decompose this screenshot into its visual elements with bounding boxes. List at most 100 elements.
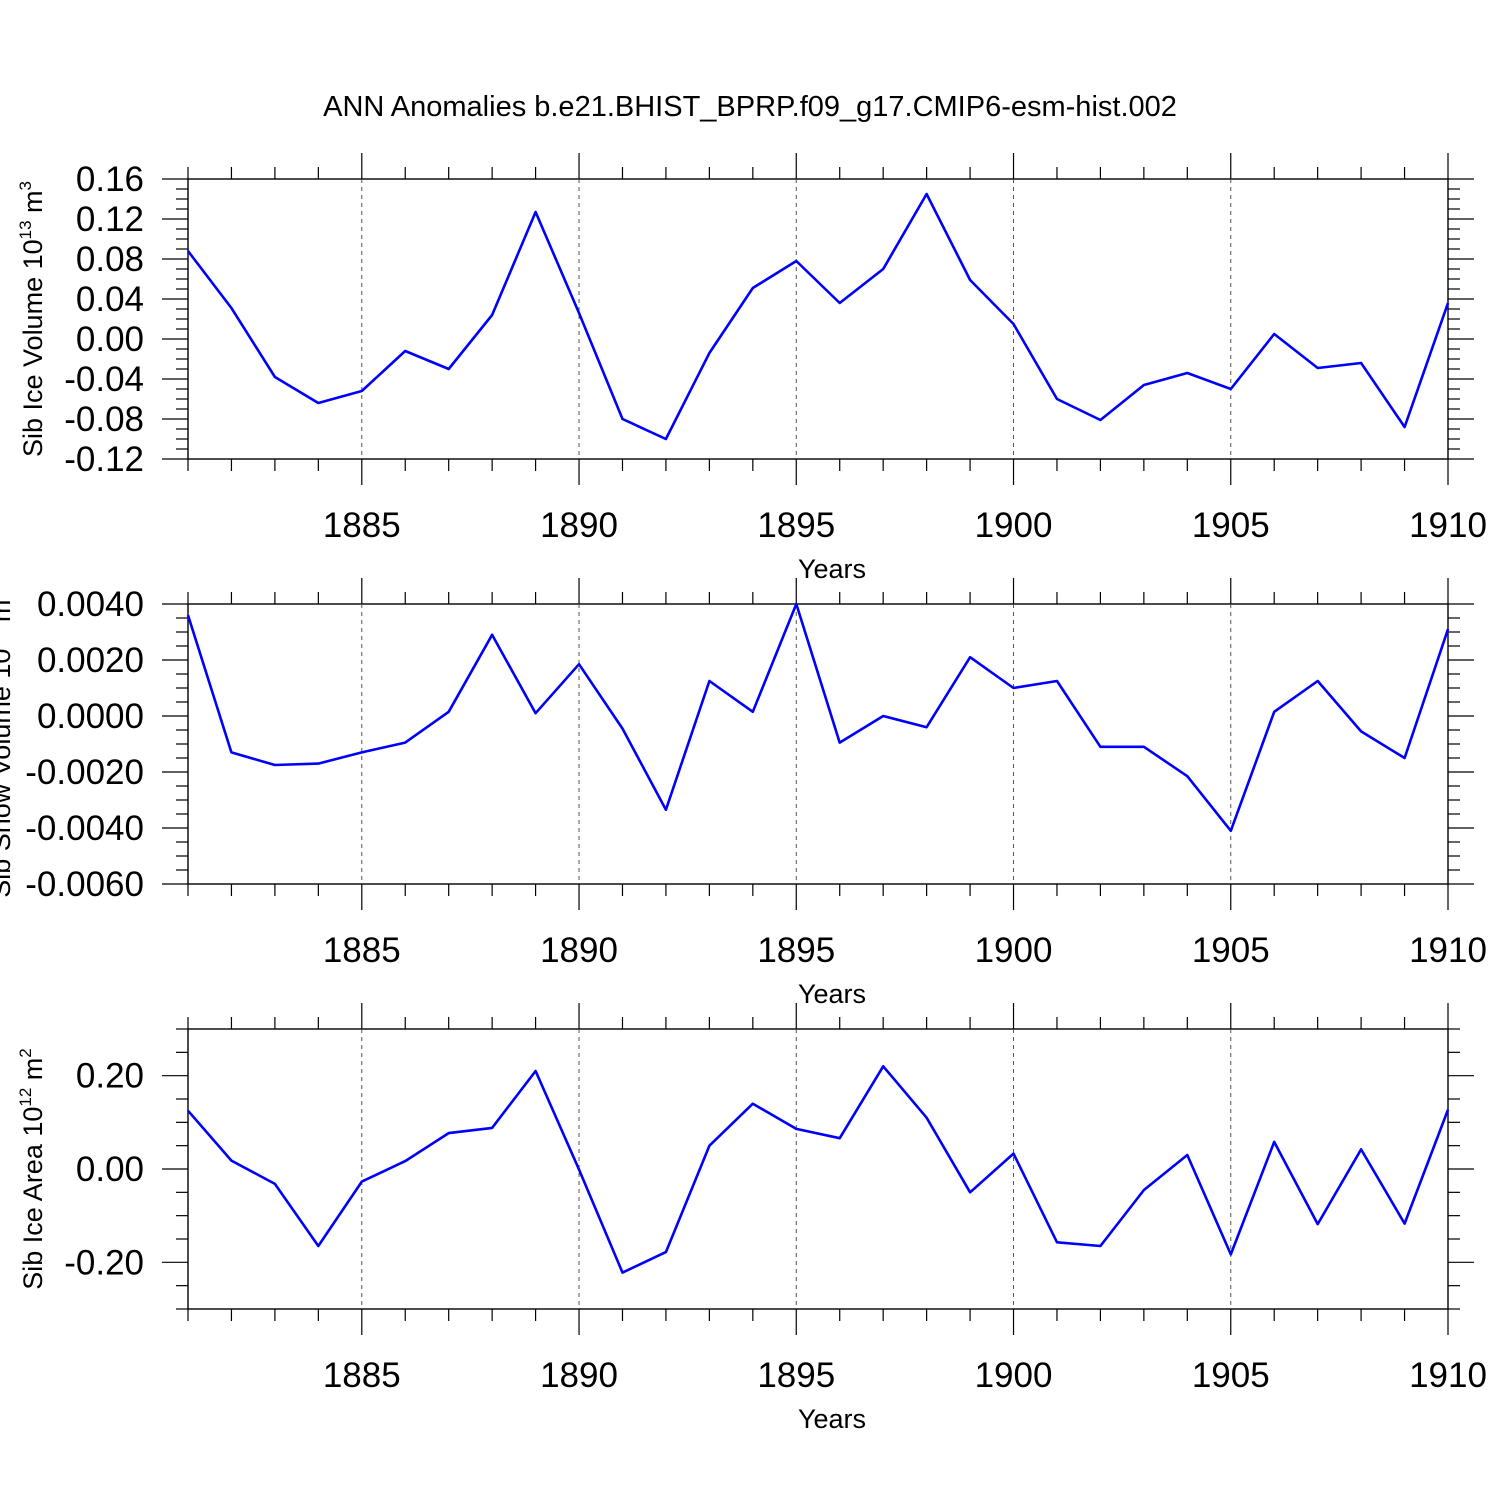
y-tick-label: 0.04 [76, 280, 144, 319]
x-tick-label: 1890 [540, 1356, 618, 1395]
data-point [793, 1126, 799, 1132]
data-point [706, 350, 712, 356]
data-point [1054, 396, 1060, 402]
y-axis-title: Sib Snow Volume 1013 m3 [0, 590, 16, 898]
y-tick-label: -0.0020 [25, 753, 144, 792]
data-point [1097, 417, 1103, 423]
data-point [924, 1115, 930, 1121]
data-point [1358, 728, 1364, 734]
data-point [489, 312, 495, 318]
y-axis-title: Sib Ice Volume 1013 m3 [16, 181, 48, 457]
data-point [1402, 424, 1408, 430]
y-tick-label: 0.20 [76, 1057, 144, 1096]
data-point [924, 724, 930, 730]
data-point [402, 348, 408, 354]
x-tick-label: 1910 [1409, 931, 1487, 970]
data-point [1097, 1243, 1103, 1249]
data-point [1402, 755, 1408, 761]
data-point [272, 762, 278, 768]
data-point [1445, 300, 1451, 306]
data-point [1011, 685, 1017, 691]
data-point [1271, 331, 1277, 337]
x-tick-label: 1895 [757, 1356, 835, 1395]
data-point [1141, 382, 1147, 388]
data-point [185, 612, 191, 618]
data-point [359, 388, 365, 394]
data-point [880, 713, 886, 719]
x-tick-label: 1900 [975, 506, 1053, 545]
data-point [446, 709, 452, 715]
data-point [1141, 1187, 1147, 1193]
data-point [837, 300, 843, 306]
data-point [533, 1068, 539, 1074]
series-line [186, 192, 1450, 441]
series-line [187, 1065, 1450, 1274]
y-tick-label: -0.20 [64, 1243, 144, 1282]
data-point [1315, 365, 1321, 371]
y-tick-label: -0.0060 [25, 865, 144, 904]
data-point [1358, 360, 1364, 366]
y-tick-label: -0.12 [64, 440, 144, 479]
data-point [750, 709, 756, 715]
data-point [967, 654, 973, 660]
data-point [446, 1130, 452, 1136]
data-point [924, 191, 930, 197]
data-point [1097, 744, 1103, 750]
y-tick-label: -0.0040 [25, 809, 144, 848]
data-point [1054, 1239, 1060, 1245]
data-point [1184, 1152, 1190, 1158]
data-point [402, 1158, 408, 1164]
data-point [489, 1125, 495, 1131]
plot-frame [187, 1028, 1449, 1310]
data-point [1184, 773, 1190, 779]
data-point [1228, 828, 1234, 834]
data-point [1054, 678, 1060, 684]
x-tick-label: 1905 [1192, 1356, 1270, 1395]
data-point [272, 1181, 278, 1187]
data-point [880, 1063, 886, 1069]
data-point [1445, 626, 1451, 632]
data-point [619, 416, 625, 422]
data-point [315, 400, 321, 406]
data-point [619, 1270, 625, 1276]
data-point [663, 807, 669, 813]
panel-2: -0.0060 -0.0040 -0.0020 0.0000 0.0020 0.0040 1… [0, 578, 1487, 1009]
data-point [185, 248, 191, 254]
series-line [186, 602, 1450, 833]
y-axis-title: Sib Ice Area 1012 m2 [16, 1048, 48, 1290]
x-tick-label: 1895 [757, 931, 835, 970]
x-axis-title: Years [798, 554, 866, 584]
panel-3: -0.20 0.00 0.20 1885 1890 1895 1900 1905 1910 Yea… [16, 1003, 1487, 1434]
data-point [1184, 370, 1190, 376]
data-point [1358, 1146, 1364, 1152]
data-point [576, 310, 582, 316]
data-point [1228, 1251, 1234, 1257]
x-tick-label: 1910 [1409, 1356, 1487, 1395]
data-point [359, 1179, 365, 1185]
data-point [1271, 1139, 1277, 1145]
data-point [576, 661, 582, 667]
plot-frame [187, 603, 1449, 885]
data-point [1011, 1151, 1017, 1157]
x-tick-label: 1905 [1192, 506, 1270, 545]
x-tick-label: 1890 [540, 506, 618, 545]
y-tick-label: 0.0000 [37, 697, 144, 736]
data-point [837, 740, 843, 746]
data-point [880, 266, 886, 272]
x-tick-label: 1905 [1192, 931, 1270, 970]
data-point [576, 1166, 582, 1172]
y-tick-label: -0.04 [64, 360, 144, 399]
data-point [663, 436, 669, 442]
x-tick-label: 1910 [1409, 506, 1487, 545]
data-point [315, 1243, 321, 1249]
data-point [315, 761, 321, 767]
data-point [793, 258, 799, 264]
y-tick-label: 0.16 [76, 160, 144, 199]
x-tick-label: 1895 [757, 506, 835, 545]
x-tick-label: 1890 [540, 931, 618, 970]
y-tick-label: 0.12 [76, 200, 144, 239]
data-point [1141, 744, 1147, 750]
data-point [706, 678, 712, 684]
y-tick-label: 0.0020 [37, 641, 144, 680]
